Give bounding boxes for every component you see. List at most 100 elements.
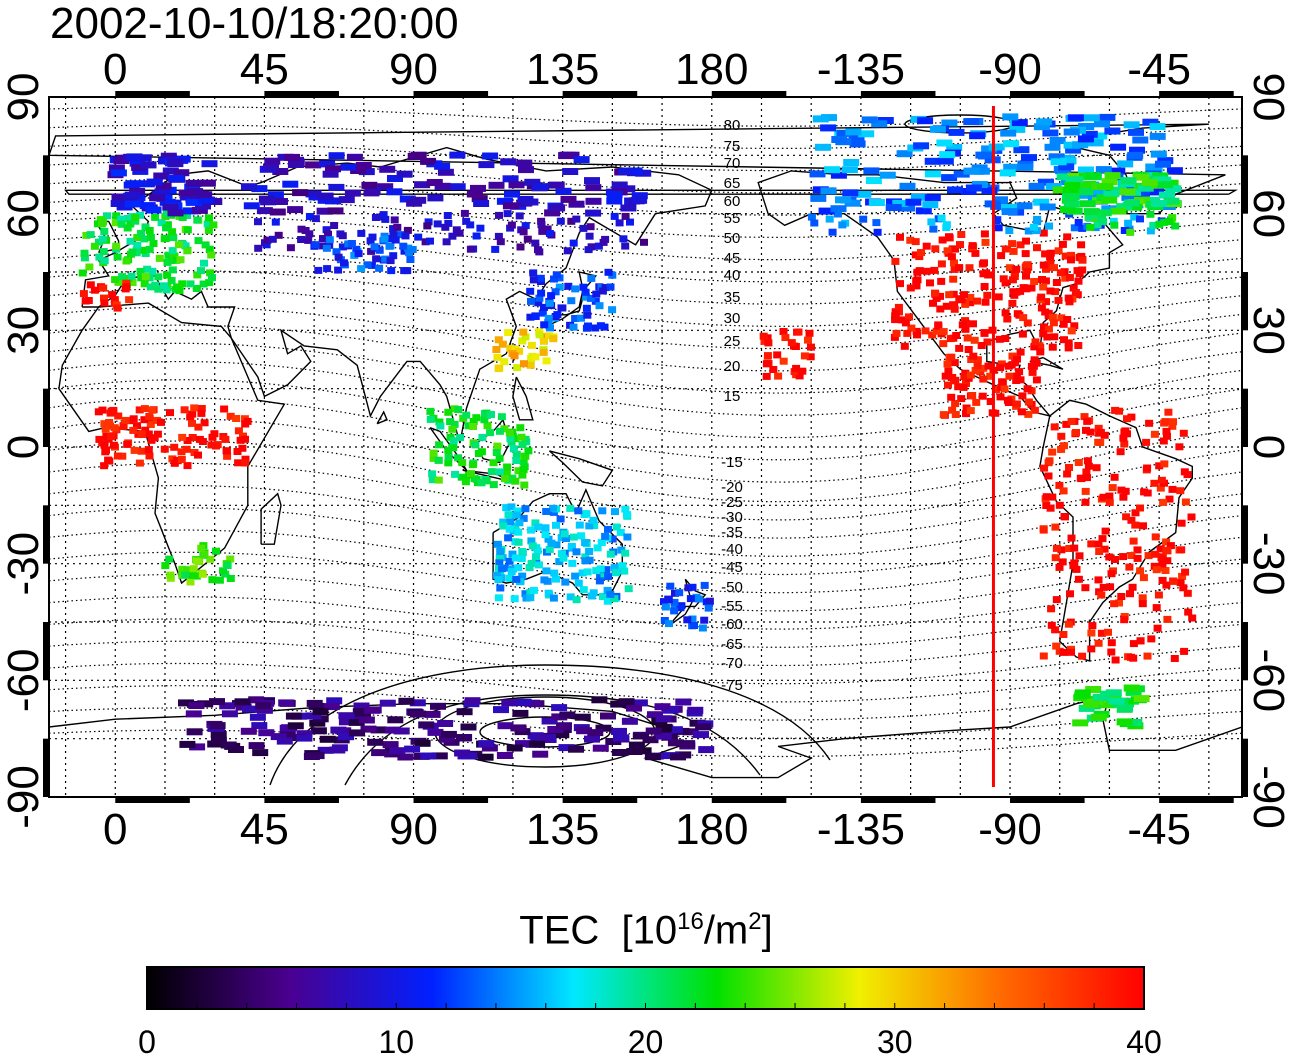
tec-point — [1156, 484, 1165, 492]
tec-point — [545, 546, 554, 553]
tec-point — [1057, 445, 1066, 453]
tec-point — [1103, 190, 1120, 198]
tec-point — [1119, 434, 1128, 442]
tec-point — [1070, 322, 1079, 330]
tec-point — [328, 152, 345, 160]
tec-point — [527, 341, 536, 349]
tec-point — [1169, 577, 1178, 585]
tec-point — [502, 469, 511, 477]
tec-point — [1059, 631, 1068, 638]
tec-point — [1099, 493, 1108, 501]
tec-point — [110, 169, 127, 177]
tec-point — [464, 422, 473, 430]
tec-point — [1050, 333, 1059, 341]
tec-point — [598, 593, 607, 600]
tec-point — [947, 253, 956, 261]
tec-point — [141, 223, 150, 231]
tec-point — [355, 162, 372, 169]
tec-point — [162, 210, 171, 218]
tec-point — [1033, 123, 1050, 131]
tec-point — [1087, 540, 1096, 548]
tec-point — [1061, 196, 1078, 204]
tec-point — [516, 159, 533, 167]
tec-point — [163, 271, 172, 279]
tec-point — [203, 220, 212, 228]
tec-point — [946, 335, 955, 343]
tec-point — [1059, 206, 1076, 214]
tec-point — [153, 172, 170, 180]
tec-point — [1036, 118, 1053, 126]
tec-point — [421, 238, 430, 246]
tec-point — [510, 595, 519, 603]
contour-line — [49, 618, 1242, 667]
tec-point — [992, 386, 1000, 393]
tec-point — [1016, 241, 1025, 249]
colorbar-tick-label: 20 — [628, 1024, 664, 1057]
tec-point — [1165, 495, 1174, 503]
tec-point — [1055, 481, 1064, 489]
y-tick-label-left: -60 — [0, 649, 48, 713]
tec-point — [541, 531, 550, 539]
tec-point — [1078, 256, 1087, 264]
tec-point — [1056, 269, 1065, 277]
tec-point — [830, 205, 847, 213]
contour-label: -70 — [721, 655, 743, 672]
tec-point — [948, 406, 957, 414]
tec-point — [338, 733, 355, 741]
tec-point — [693, 731, 709, 739]
tec-point — [1119, 188, 1136, 196]
contour-label: 20 — [724, 358, 741, 375]
tec-point — [1171, 222, 1180, 230]
tec-point — [220, 741, 237, 749]
tec-point — [859, 215, 868, 223]
tec-point — [1039, 652, 1048, 660]
tec-point — [910, 193, 927, 201]
tec-point — [999, 169, 1016, 177]
tec-point — [1139, 522, 1147, 530]
tec-point — [581, 539, 590, 546]
tec-point — [133, 241, 142, 249]
tec-point — [133, 422, 141, 430]
tec-point — [1001, 208, 1018, 216]
tec-point — [1005, 227, 1014, 235]
tec-point — [236, 436, 245, 444]
tec-point — [619, 235, 628, 243]
tec-point — [509, 445, 518, 453]
tec-point — [917, 249, 925, 256]
tec-point — [891, 309, 900, 317]
tec-point — [906, 284, 915, 292]
tec-point — [912, 327, 921, 335]
tec-point — [140, 235, 149, 243]
tec-point — [544, 314, 553, 322]
tec-point — [556, 217, 565, 225]
tec-point — [1031, 338, 1040, 346]
tec-point — [595, 724, 612, 732]
contour-label: -55 — [721, 598, 743, 615]
tec-point — [705, 597, 714, 605]
tec-point — [1163, 615, 1172, 623]
tec-point — [102, 432, 111, 440]
tec-point — [301, 227, 310, 234]
tec-point — [523, 235, 532, 243]
tec-point — [611, 727, 627, 735]
tec-point — [655, 715, 672, 723]
tec-point — [1101, 178, 1118, 186]
tec-point — [996, 364, 1005, 372]
tec-point — [317, 746, 334, 754]
tec-point — [1051, 626, 1060, 634]
tec-point — [825, 215, 834, 223]
tec-point — [324, 230, 332, 238]
tec-point — [1133, 546, 1142, 554]
tec-point — [591, 297, 600, 305]
tec-point — [944, 367, 953, 375]
tec-point — [628, 741, 645, 749]
tec-point — [1166, 542, 1175, 550]
tec-point — [572, 596, 581, 604]
tec-point — [1149, 123, 1166, 131]
tec-point — [1127, 151, 1144, 159]
tec-point — [382, 741, 399, 749]
tec-point — [498, 340, 507, 348]
contour-line — [49, 142, 1242, 172]
tec-point — [1000, 385, 1009, 393]
tec-point — [892, 329, 901, 337]
